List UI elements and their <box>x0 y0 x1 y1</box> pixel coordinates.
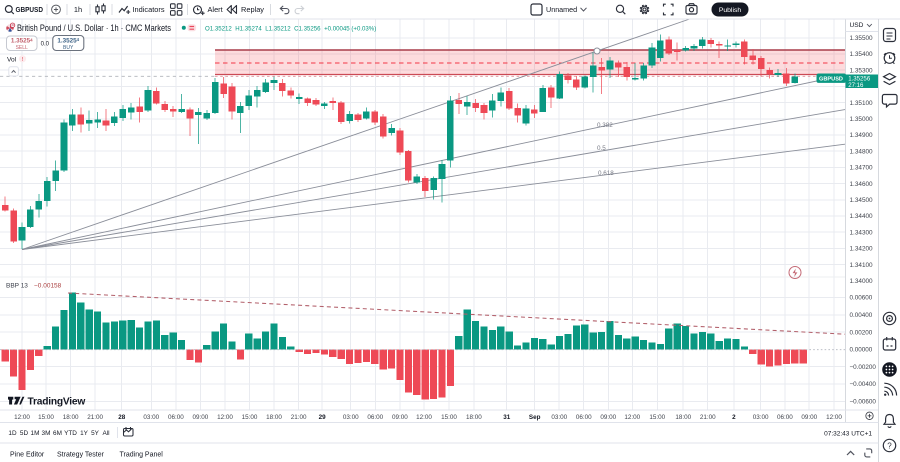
svg-text:1.35400: 1.35400 <box>850 51 874 58</box>
svg-text:09:00: 09:00 <box>193 414 209 421</box>
svg-text:06:00: 06:00 <box>367 414 383 421</box>
svg-text:1D: 1D <box>8 430 17 437</box>
svg-text:SELL: SELL <box>16 45 28 51</box>
svg-text:31: 31 <box>503 414 511 421</box>
svg-text:0.382: 0.382 <box>597 122 613 129</box>
svg-text:0.618: 0.618 <box>598 170 614 177</box>
svg-text:1.34400: 1.34400 <box>850 213 874 220</box>
svg-text:12:00: 12:00 <box>826 414 842 421</box>
svg-text:Replay: Replay <box>241 5 264 14</box>
svg-text:15:00: 15:00 <box>242 414 258 421</box>
svg-text:Strategy Tester: Strategy Tester <box>57 452 105 459</box>
svg-text:BBP 13: BBP 13 <box>6 283 28 290</box>
svg-text:−0.00158: −0.00158 <box>34 283 62 290</box>
svg-text:07:32:43 UTC+1: 07:32:43 UTC+1 <box>824 430 872 437</box>
svg-text:0.0: 0.0 <box>41 42 50 48</box>
svg-text:12:00: 12:00 <box>14 414 30 421</box>
svg-text:0.00600: 0.00600 <box>850 295 873 302</box>
svg-text:GBPUSD: GBPUSD <box>819 76 843 82</box>
svg-text:15:00: 15:00 <box>649 414 665 421</box>
svg-text:09:00: 09:00 <box>600 414 616 421</box>
svg-text:18:00: 18:00 <box>266 414 282 421</box>
svg-text:Alert: Alert <box>208 5 223 14</box>
svg-text:1.35300: 1.35300 <box>850 67 874 74</box>
svg-text:06:00: 06:00 <box>168 414 184 421</box>
svg-text:06:00: 06:00 <box>576 414 592 421</box>
svg-text:06:00: 06:00 <box>777 414 793 421</box>
svg-text:Sep: Sep <box>529 414 541 421</box>
svg-text:09:00: 09:00 <box>392 414 408 421</box>
svg-text:15:00: 15:00 <box>441 414 457 421</box>
svg-text:YTD: YTD <box>64 430 77 437</box>
svg-text:03:00: 03:00 <box>143 414 159 421</box>
svg-text:0.5: 0.5 <box>597 145 606 152</box>
svg-text:1.35254: 1.35254 <box>11 37 33 44</box>
svg-text:1.34000: 1.34000 <box>850 278 874 285</box>
svg-text:1.34700: 1.34700 <box>850 165 874 172</box>
svg-text:Pine Editor: Pine Editor <box>10 452 45 459</box>
svg-text:1.34600: 1.34600 <box>850 181 874 188</box>
svg-text:1.34800: 1.34800 <box>850 148 874 155</box>
svg-text:21:00: 21:00 <box>291 414 307 421</box>
svg-text:All: All <box>102 430 109 437</box>
svg-text:1M: 1M <box>31 430 40 437</box>
svg-text:Indicators: Indicators <box>133 5 165 14</box>
svg-text:5Y: 5Y <box>91 430 100 437</box>
svg-text:18:00: 18:00 <box>675 414 691 421</box>
svg-text:1.35254: 1.35254 <box>57 37 79 44</box>
svg-text:GBPUSD: GBPUSD <box>16 5 44 14</box>
svg-text:1.34500: 1.34500 <box>850 197 874 204</box>
svg-text:−0.00400: −0.00400 <box>850 381 877 388</box>
svg-text:Vol: Vol <box>7 57 17 64</box>
svg-text:03:00: 03:00 <box>343 414 359 421</box>
svg-text:3M: 3M <box>42 430 51 437</box>
svg-text:1.35000: 1.35000 <box>850 116 874 123</box>
svg-text:!: ! <box>22 57 24 63</box>
svg-text:09:00: 09:00 <box>801 414 817 421</box>
svg-text:27:16: 27:16 <box>848 82 864 89</box>
svg-text:18:00: 18:00 <box>466 414 482 421</box>
svg-text:6M: 6M <box>53 430 62 437</box>
svg-text:−0.00200: −0.00200 <box>850 364 877 371</box>
svg-text:Unnamed: Unnamed <box>546 5 577 14</box>
svg-text:Trading Panel: Trading Panel <box>120 452 164 459</box>
svg-text:British Pound / U.S. Dollar ·: British Pound / U.S. Dollar · 1h · CMC M… <box>17 23 172 33</box>
svg-text:21:00: 21:00 <box>87 414 103 421</box>
svg-text:03:00: 03:00 <box>551 414 567 421</box>
svg-text:12:00: 12:00 <box>416 414 432 421</box>
svg-text:BUY: BUY <box>63 45 74 51</box>
svg-text:1h: 1h <box>74 5 82 14</box>
svg-text:29: 29 <box>319 414 327 421</box>
svg-text:1.34100: 1.34100 <box>850 262 874 269</box>
svg-text:0.00000: 0.00000 <box>850 347 873 354</box>
svg-text:1.34300: 1.34300 <box>850 229 874 236</box>
svg-text:15:00: 15:00 <box>38 414 54 421</box>
svg-text:?: ? <box>887 442 892 451</box>
svg-text:03:00: 03:00 <box>753 414 769 421</box>
svg-text:1.34200: 1.34200 <box>850 246 874 253</box>
svg-text:0.00400: 0.00400 <box>850 312 873 319</box>
svg-text:28: 28 <box>118 414 126 421</box>
svg-text:18:00: 18:00 <box>63 414 79 421</box>
svg-text:1.35100: 1.35100 <box>850 100 874 107</box>
svg-text:1.34900: 1.34900 <box>850 132 874 139</box>
svg-text:12:00: 12:00 <box>217 414 233 421</box>
svg-text:2: 2 <box>732 414 736 421</box>
svg-text:21:00: 21:00 <box>700 414 716 421</box>
svg-text:1Y: 1Y <box>80 430 89 437</box>
svg-text:Publish: Publish <box>719 7 742 14</box>
svg-text:12:00: 12:00 <box>624 414 640 421</box>
svg-text:1.35500: 1.35500 <box>850 35 874 42</box>
svg-text:1.35256: 1.35256 <box>848 76 871 83</box>
svg-text:−0.00600: −0.00600 <box>850 399 877 406</box>
svg-text:0.00200: 0.00200 <box>850 329 873 336</box>
svg-text:USD: USD <box>850 22 864 29</box>
svg-text:TradingView: TradingView <box>28 397 86 408</box>
svg-text:5D: 5D <box>20 430 29 437</box>
